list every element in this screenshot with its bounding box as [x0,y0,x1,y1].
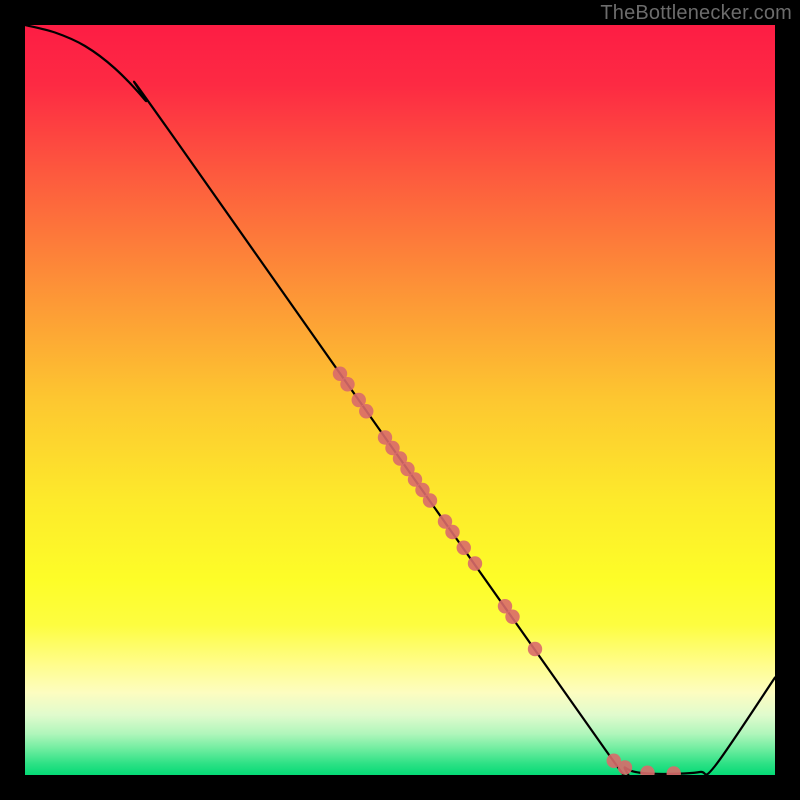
watermark-text: TheBottlenecker.com [600,2,792,25]
plot-svg [25,25,775,775]
data-marker [445,525,459,539]
data-marker [359,404,373,418]
data-marker [528,642,542,656]
data-marker [505,610,519,624]
data-marker [618,760,632,774]
data-marker [423,493,437,507]
data-marker [340,377,354,391]
gradient-background [25,25,775,775]
data-marker [468,556,482,570]
plot-area [25,25,775,775]
figure-container: TheBottlenecker.com [0,0,800,800]
data-marker [457,541,471,555]
